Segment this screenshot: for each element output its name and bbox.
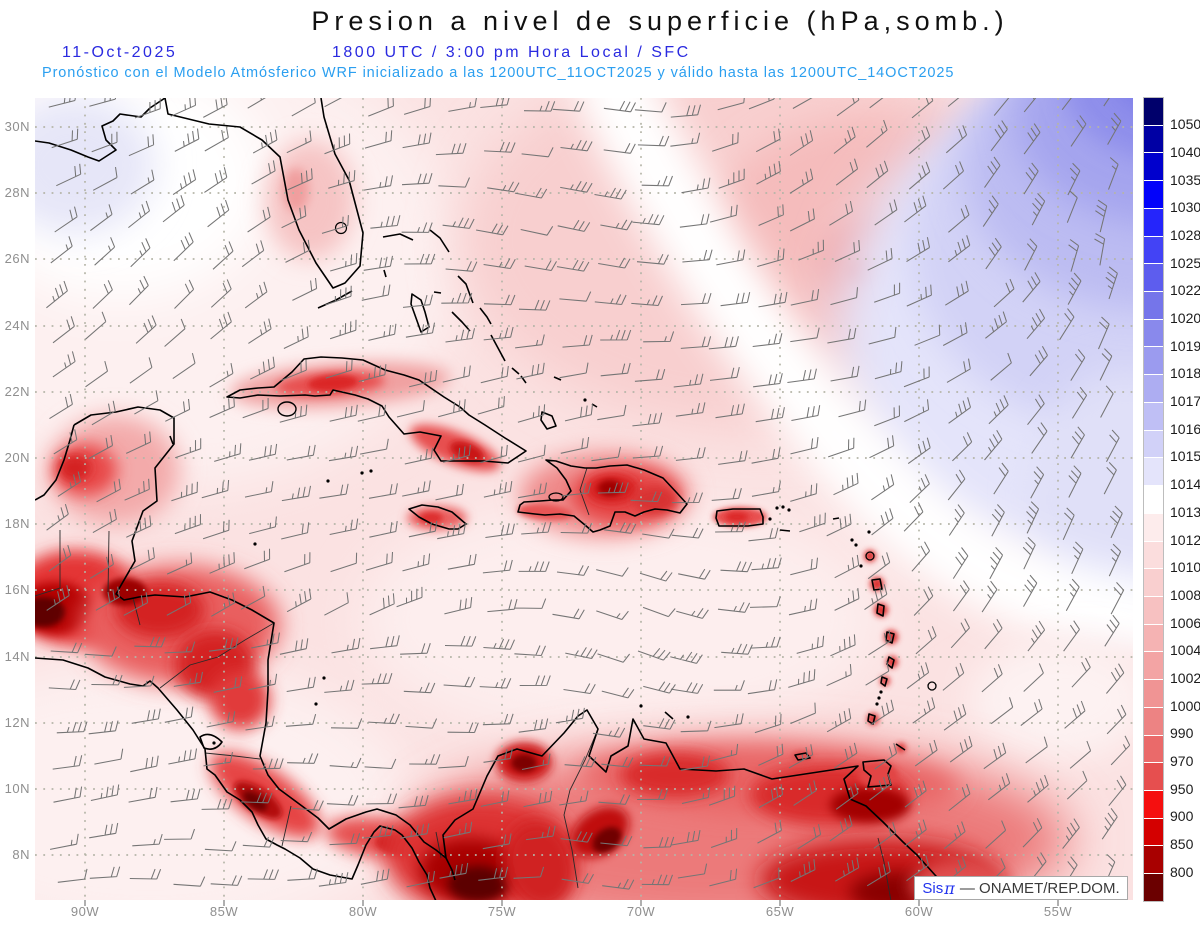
pressure-shading-layer <box>35 98 1133 900</box>
colorbar-band <box>1144 236 1163 264</box>
colorbar-value: 1040 <box>1170 143 1200 160</box>
colorbar-value: 900 <box>1170 808 1194 825</box>
colorbar-band <box>1144 486 1163 513</box>
colorbar-value: 1010 <box>1170 559 1200 576</box>
colorbar-value: 1008 <box>1170 586 1200 603</box>
lat-tick-label: 28N <box>4 185 30 200</box>
attribution-box: Sis π — ONAMET/REP.DOM. <box>914 876 1128 900</box>
lon-tick-label: 80W <box>348 904 378 919</box>
lat-tick-label: 20N <box>4 450 30 465</box>
lat-tick-label: 10N <box>4 781 30 796</box>
colorbar-value: 1025 <box>1170 254 1200 271</box>
wind-barbs-layer <box>46 98 1131 890</box>
colorbar-value: 990 <box>1170 725 1194 742</box>
lat-tick-label: 30N <box>4 119 30 134</box>
lon-tick-label: 90W <box>70 904 100 919</box>
colorbar-band <box>1144 319 1163 347</box>
colorbar-band <box>1144 763 1163 790</box>
axis-ticks <box>84 900 1059 906</box>
pressure-colorbar <box>1143 97 1164 902</box>
lat-tick-label: 8N <box>12 847 30 862</box>
colorbar-band <box>1144 347 1163 375</box>
colorbar-value: 1013 <box>1170 503 1200 520</box>
lat-tick-label: 14N <box>4 649 30 664</box>
colorbar-band <box>1144 458 1163 486</box>
colorbar-band <box>1144 125 1163 153</box>
colorbar-value: 1050 <box>1170 116 1200 133</box>
colorbar-value: 1020 <box>1170 310 1200 327</box>
attribution-text: — ONAMET/REP.DOM. <box>959 879 1120 897</box>
forecast-time: 1800 UTC / 3:00 pm Hora Local / SFC <box>332 44 691 61</box>
colorbar-value: 970 <box>1170 753 1194 770</box>
colorbar-band <box>1144 430 1163 458</box>
colorbar-band <box>1144 541 1163 569</box>
colorbar-value: 850 <box>1170 836 1194 853</box>
colorbar-band <box>1144 790 1163 818</box>
coastlines <box>35 98 959 900</box>
colorbar-value: 1000 <box>1170 697 1200 714</box>
colorbar-band <box>1144 596 1163 624</box>
colorbar-value: 1022 <box>1170 282 1200 299</box>
colorbar-value: 1017 <box>1170 393 1200 410</box>
brand-sis: Sis <box>922 879 944 897</box>
colorbar-value: 1035 <box>1170 171 1200 188</box>
colorbar-band <box>1144 264 1163 292</box>
colorbar-band <box>1144 735 1163 763</box>
lat-tick-label: 24N <box>4 318 30 333</box>
colorbar-value: 1014 <box>1170 476 1200 493</box>
colorbar-band <box>1144 680 1163 707</box>
lon-tick-label: 65W <box>765 904 795 919</box>
colorbar-band <box>1144 153 1163 181</box>
colorbar-band <box>1144 624 1163 652</box>
colorbar-band <box>1144 707 1163 735</box>
lat-tick-label: 26N <box>4 251 30 266</box>
colorbar-band <box>1144 181 1163 208</box>
lat-tick-label: 22N <box>4 384 30 399</box>
colorbar-value: 1012 <box>1170 531 1200 548</box>
page-title: Presion a nivel de superficie (hPa,somb.… <box>311 6 1009 36</box>
colorbar-value: 950 <box>1170 780 1194 797</box>
colorbar-value: 1002 <box>1170 669 1200 686</box>
lat-tick-label: 16N <box>4 582 30 597</box>
colorbar-value: 1006 <box>1170 614 1200 631</box>
colorbar-band <box>1144 652 1163 680</box>
colorbar-band <box>1144 375 1163 402</box>
model-init-line: Pronóstico con el Modelo Atmósferico WRF… <box>42 65 955 81</box>
colorbar-value: 1018 <box>1170 365 1200 382</box>
colorbar-value: 1028 <box>1170 226 1200 243</box>
lon-tick-label: 75W <box>487 904 517 919</box>
forecast-date: 11-Oct-2025 <box>62 44 178 61</box>
colorbar-band <box>1144 874 1163 901</box>
colorbar-band <box>1144 208 1163 236</box>
lon-tick-label: 85W <box>209 904 239 919</box>
lon-tick-label: 60W <box>904 904 934 919</box>
colorbar-band <box>1144 292 1163 319</box>
colorbar-value: 1004 <box>1170 642 1200 659</box>
brand-pi-icon: π <box>944 878 955 898</box>
colorbar-value: 1019 <box>1170 337 1200 354</box>
colorbar-value: 1015 <box>1170 448 1200 465</box>
lon-tick-label: 70W <box>626 904 656 919</box>
lat-tick-label: 12N <box>4 715 30 730</box>
colorbar-band <box>1144 846 1163 874</box>
colorbar-value: 1016 <box>1170 420 1200 437</box>
colorbar-value: 1030 <box>1170 199 1200 216</box>
colorbar-band <box>1144 513 1163 541</box>
colorbar-band <box>1144 98 1163 125</box>
lat-tick-label: 18N <box>4 516 30 531</box>
colorbar-band <box>1144 402 1163 430</box>
lon-tick-label: 55W <box>1043 904 1073 919</box>
colorbar-band <box>1144 818 1163 846</box>
colorbar-value: 800 <box>1170 863 1194 880</box>
colorbar-band <box>1144 569 1163 596</box>
